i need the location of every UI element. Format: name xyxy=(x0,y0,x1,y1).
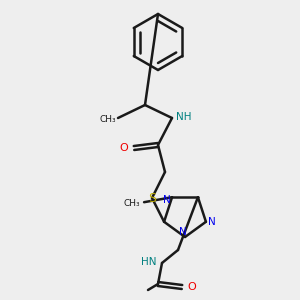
Text: HN: HN xyxy=(142,257,157,267)
Text: N: N xyxy=(208,217,216,227)
Text: S: S xyxy=(148,191,156,205)
Text: N: N xyxy=(179,227,187,237)
Text: NH: NH xyxy=(176,112,191,122)
Text: O: O xyxy=(120,143,128,153)
Text: N: N xyxy=(163,195,171,205)
Text: CH₃: CH₃ xyxy=(124,199,140,208)
Text: CH₃: CH₃ xyxy=(100,116,116,124)
Text: O: O xyxy=(188,282,196,292)
